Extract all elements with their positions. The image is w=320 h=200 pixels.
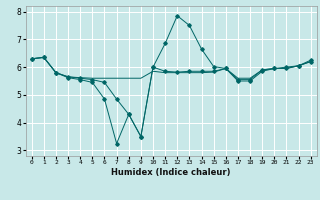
X-axis label: Humidex (Indice chaleur): Humidex (Indice chaleur) [111, 168, 231, 177]
